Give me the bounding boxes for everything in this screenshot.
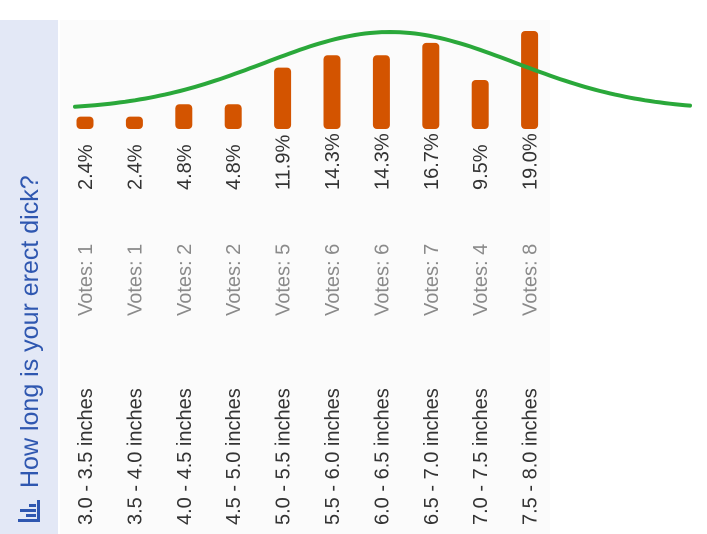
bar [274,67,292,129]
bar [372,55,390,129]
votes-label: Votes: 2 [223,244,245,316]
distribution-curve [73,29,692,109]
category-label: 6.5 - 7.0 inches [421,388,443,525]
category-label: 6.0 - 6.5 inches [371,388,393,525]
bar [422,42,440,129]
poll-rows: 2.4% Votes: 1 3.0 - 3.5 inches 2.4% Votes: 1… [75,133,542,525]
bar [471,80,489,129]
title-panel [0,20,58,534]
poll-chart-icon [18,500,40,522]
category-label: 4.0 - 4.5 inches [174,388,196,525]
plot-panel [60,20,550,534]
category-label: 7.0 - 7.5 inches [470,388,492,525]
bar [323,55,341,129]
votes-label: Votes: 2 [174,244,196,316]
votes-label: Votes: 1 [124,244,146,316]
bar [175,104,193,129]
votes-label: Votes: 4 [470,244,492,316]
percent-label: 19.0% [520,133,542,190]
votes-label: Votes: 8 [520,244,542,316]
votes-label: Votes: 6 [322,244,344,316]
bar [521,31,539,129]
category-label: 3.5 - 4.0 inches [124,388,146,525]
category-label: 5.5 - 6.0 inches [322,388,344,525]
votes-label: Votes: 6 [371,244,393,316]
category-label: 4.5 - 5.0 inches [223,388,245,525]
votes-label: Votes: 5 [273,244,295,316]
category-label: 7.5 - 8.0 inches [520,388,542,525]
percent-label: 4.8% [223,144,245,190]
votes-label: Votes: 7 [421,244,443,316]
bar [224,104,242,129]
percent-label: 11.9% [273,135,295,190]
bar-series [76,31,539,129]
percent-label: 2.4% [124,144,146,190]
percent-label: 14.3% [371,133,393,190]
category-label: 5.0 - 5.5 inches [273,388,295,525]
bar [125,116,143,129]
percent-label: 2.4% [75,144,97,190]
percent-label: 9.5% [470,144,492,190]
votes-label: Votes: 1 [75,244,97,316]
bar [76,116,94,129]
percent-label: 14.3% [322,133,344,190]
percent-label: 16.7% [421,133,443,190]
category-label: 3.0 - 3.5 inches [75,388,97,525]
percent-label: 4.8% [174,144,196,190]
poll-title: How long is your erect dick? [16,175,44,488]
